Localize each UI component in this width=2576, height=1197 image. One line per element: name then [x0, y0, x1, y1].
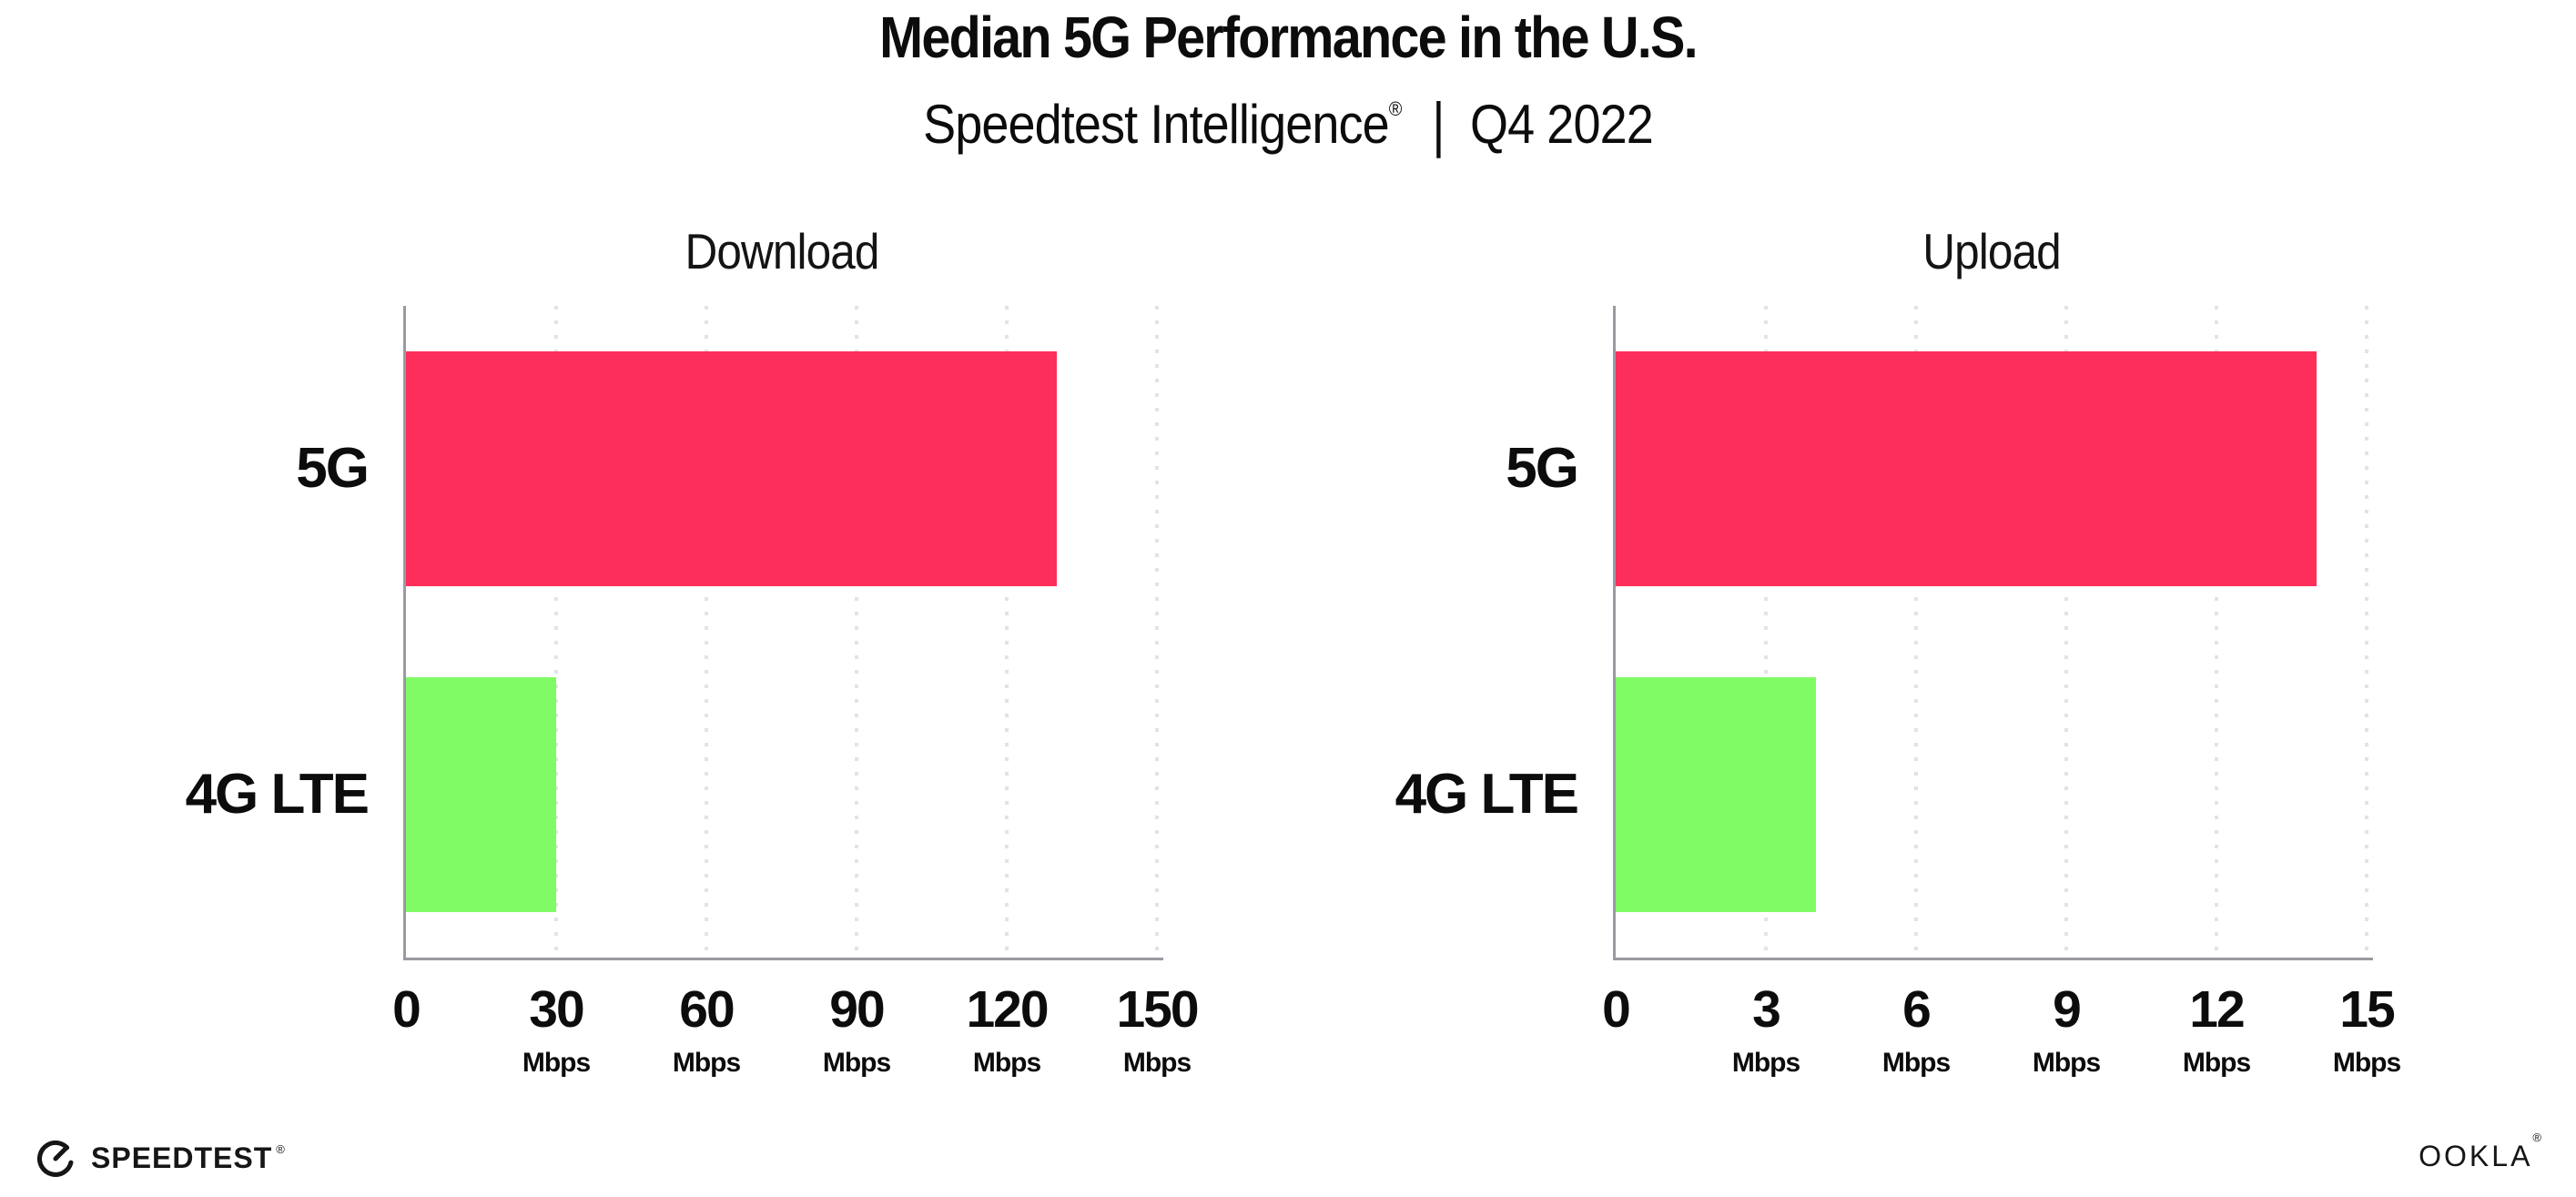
x-axis-unit-label: Mbps — [2332, 1048, 2401, 1078]
x-axis-unit-label: Mbps — [522, 1048, 591, 1078]
bar-download-4g-lte — [406, 677, 556, 912]
gridline-9 — [2064, 306, 2068, 958]
x-axis-tick-label: 120 — [966, 980, 1049, 1039]
gridline-6 — [1914, 306, 1918, 958]
x-axis-tick-label: 12 — [2189, 980, 2245, 1039]
x-axis-tick-label: 6 — [1902, 980, 1932, 1039]
ookla-wordmark: OOKLA — [2419, 1140, 2533, 1172]
gridline-30 — [554, 306, 558, 958]
x-axis-unit-label: Mbps — [2032, 1048, 2101, 1078]
ookla-registered-mark: ® — [2532, 1131, 2541, 1144]
registered-mark: ® — [1388, 97, 1403, 120]
x-axis-tick-label: 3 — [1752, 980, 1781, 1039]
gridline-60 — [705, 306, 708, 958]
subtitle-period: Q4 2022 — [1469, 94, 1654, 155]
x-axis-unit-label: Mbps — [1122, 1048, 1192, 1078]
chart-title-upload: Upload — [1922, 223, 2061, 279]
x-axis-tick-label: 30 — [529, 980, 584, 1039]
x-axis-unit-label: Mbps — [972, 1048, 1041, 1078]
page-title: Median 5G Performance in the U.S. — [879, 5, 1698, 70]
x-axis-unit-label: Mbps — [822, 1048, 891, 1078]
x-axis-tick-label: 9 — [2053, 980, 2082, 1039]
x-axis-unit-label: Mbps — [1881, 1048, 1951, 1078]
x-axis-tick-label: 60 — [679, 980, 735, 1039]
gridline-90 — [855, 306, 858, 958]
x-axis-tick-label: 15 — [2339, 980, 2395, 1039]
subtitle-brand: Speedtest Intelligence — [923, 94, 1389, 155]
gridline-120 — [1005, 306, 1009, 958]
gridline-12 — [2215, 306, 2218, 958]
category-label-5g: 5G — [296, 437, 370, 500]
subtitle: Speedtest Intelligence® | Q4 2022 — [129, 90, 2448, 158]
gridline-15 — [2365, 306, 2368, 958]
category-label-5g: 5G — [1506, 437, 1579, 500]
x-axis-unit-label: Mbps — [2182, 1048, 2251, 1078]
x-axis-tick-label: 0 — [1602, 980, 1631, 1039]
chart-title-download: Download — [685, 223, 880, 279]
x-axis-unit-label: Mbps — [1731, 1048, 1800, 1078]
speedtest-registered-mark: ® — [276, 1141, 285, 1156]
upload-chart-plot-area: 0 3 Mbps 6 Mbps 9 Mbps 12 Mbps 15 Mbps 5G 4G LTE — [1395, 306, 2401, 1078]
x-axis-tick-label: 90 — [829, 980, 885, 1039]
bar-upload-4g-lte — [1616, 677, 1816, 912]
download-chart-plot-area: 0 30 Mbps 60 Mbps 90 Mbps 120 Mbps 150 Mbps 5G 4G LT… — [186, 306, 1200, 1078]
gridline-150 — [1155, 306, 1159, 958]
subtitle-separator: | — [1432, 89, 1445, 159]
speedtest-wordmark: SPEEDTEST — [91, 1141, 273, 1174]
category-label-4g-lte: 4G LTE — [1394, 763, 1579, 826]
x-axis-tick-label: 150 — [1116, 980, 1199, 1039]
speedtest-logo: SPEEDTEST ® — [35, 1137, 285, 1179]
gridline-3 — [1764, 306, 1768, 958]
x-axis-tick-label: 0 — [392, 980, 421, 1039]
x-axis-unit-label: Mbps — [672, 1048, 741, 1078]
bar-download-5g — [406, 351, 1057, 586]
bar-upload-5g — [1616, 351, 2317, 586]
speedtest-gauge-icon — [36, 1140, 75, 1177]
ookla-logo: OOKLA ® — [2419, 1131, 2541, 1173]
category-label-4g-lte: 4G LTE — [185, 763, 370, 826]
